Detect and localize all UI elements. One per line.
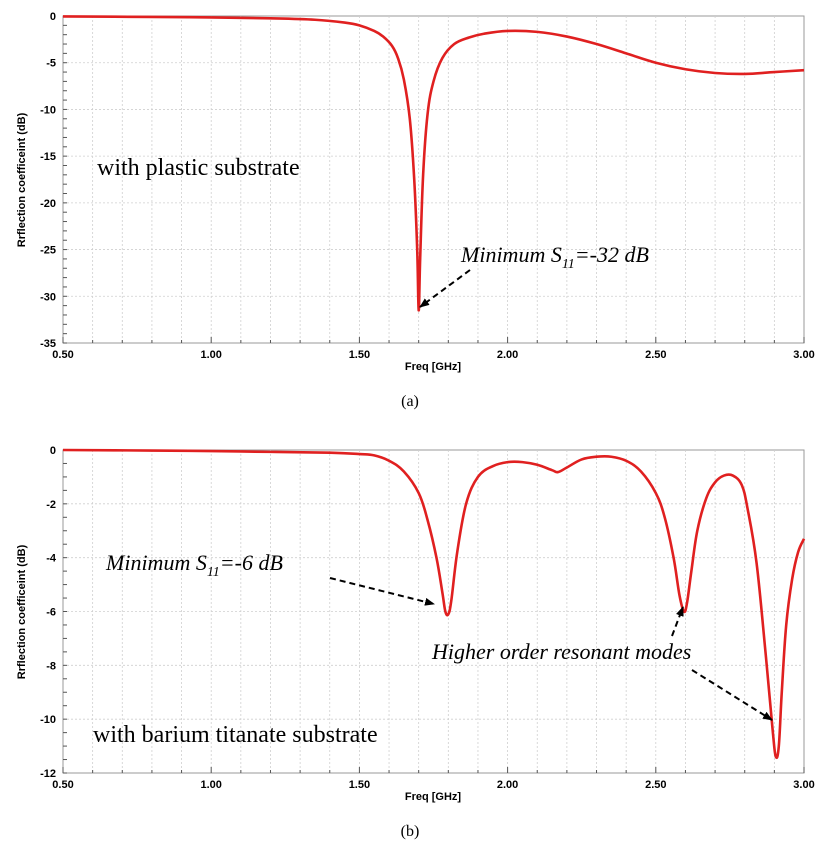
annotation-min-a: Minimum S11=-32 dB [460, 242, 649, 272]
curve-a [62, 15, 805, 312]
x-tick-label: 3.00 [793, 779, 814, 791]
caption-a: (a) [401, 393, 419, 410]
curve-b [62, 448, 806, 760]
xlabel-b: Freq [GHz] [405, 791, 462, 803]
x-tick-label: 2.50 [645, 349, 666, 361]
xlabel-a: Freq [GHz] [405, 361, 462, 373]
y-tick-label: -2 [46, 499, 56, 511]
chart-a: 0 -5 -10 -15 -20 -25 -30 -35 0.50 1.00 1.50 2.00 2.… [16, 11, 815, 410]
yticks-b: 0 -2 -4 -6 -8 -10 -12 [40, 445, 57, 780]
x-tick-label: 1.50 [349, 349, 370, 361]
yticks-a: 0 -5 -10 -15 -20 -25 -30 -35 [40, 11, 56, 350]
annotation-barium: with barium titanate substrate [93, 722, 378, 748]
chart-b: 0 -2 -4 -6 -8 -10 -12 0.50 1.00 1.50 2.00 2.50 3.00… [16, 445, 815, 840]
y-tick-label: -12 [40, 768, 56, 780]
ylabel-a: Rrflection coefficeint (dB) [16, 112, 28, 247]
minor-ticks-b [62, 449, 805, 774]
y-tick-label: -8 [46, 660, 56, 672]
y-tick-label: 0 [50, 445, 56, 457]
y-tick-label: -20 [40, 198, 56, 210]
xticks-a: 0.50 1.00 1.50 2.00 2.50 3.00 [52, 349, 814, 361]
xticks-b: 0.50 1.00 1.50 2.00 2.50 3.00 [52, 779, 814, 791]
y-tick-label: -6 [46, 607, 56, 619]
arrow-min-a [419, 269, 471, 308]
plot-area-a [62, 15, 805, 344]
y-tick-label: -25 [40, 245, 56, 257]
y-tick-label: -10 [40, 104, 56, 116]
annotation-higher-order: Higher order resonant modes [431, 639, 691, 664]
arrow-higher-1 [671, 606, 684, 637]
y-tick-label: -5 [46, 58, 56, 70]
x-tick-label: 1.00 [200, 349, 221, 361]
y-tick-label: -4 [46, 553, 57, 565]
x-tick-label: 2.00 [497, 779, 518, 791]
minor-ticks-a [62, 15, 805, 344]
y-tick-label: -30 [40, 291, 56, 303]
x-tick-label: 1.00 [200, 779, 221, 791]
x-tick-label: 1.50 [349, 779, 370, 791]
y-tick-label: -10 [40, 714, 56, 726]
y-tick-label: -35 [40, 338, 56, 350]
ylabel-b: Rrflection coefficeint (dB) [16, 544, 28, 679]
annotation-plastic: with plastic substrate [97, 155, 300, 181]
y-tick-label: 0 [50, 11, 56, 23]
x-tick-label: 2.50 [645, 779, 666, 791]
caption-b: (b) [401, 823, 420, 840]
arrow-higher-2 [691, 669, 773, 721]
x-tick-label: 0.50 [52, 779, 73, 791]
annotation-min-b: Minimum S11=-6 dB [105, 550, 283, 580]
x-tick-label: 0.50 [52, 349, 73, 361]
arrow-min-b [329, 577, 435, 606]
x-tick-label: 3.00 [793, 349, 814, 361]
y-tick-label: -15 [40, 151, 56, 163]
x-tick-label: 2.00 [497, 349, 518, 361]
grid-a [63, 16, 804, 343]
